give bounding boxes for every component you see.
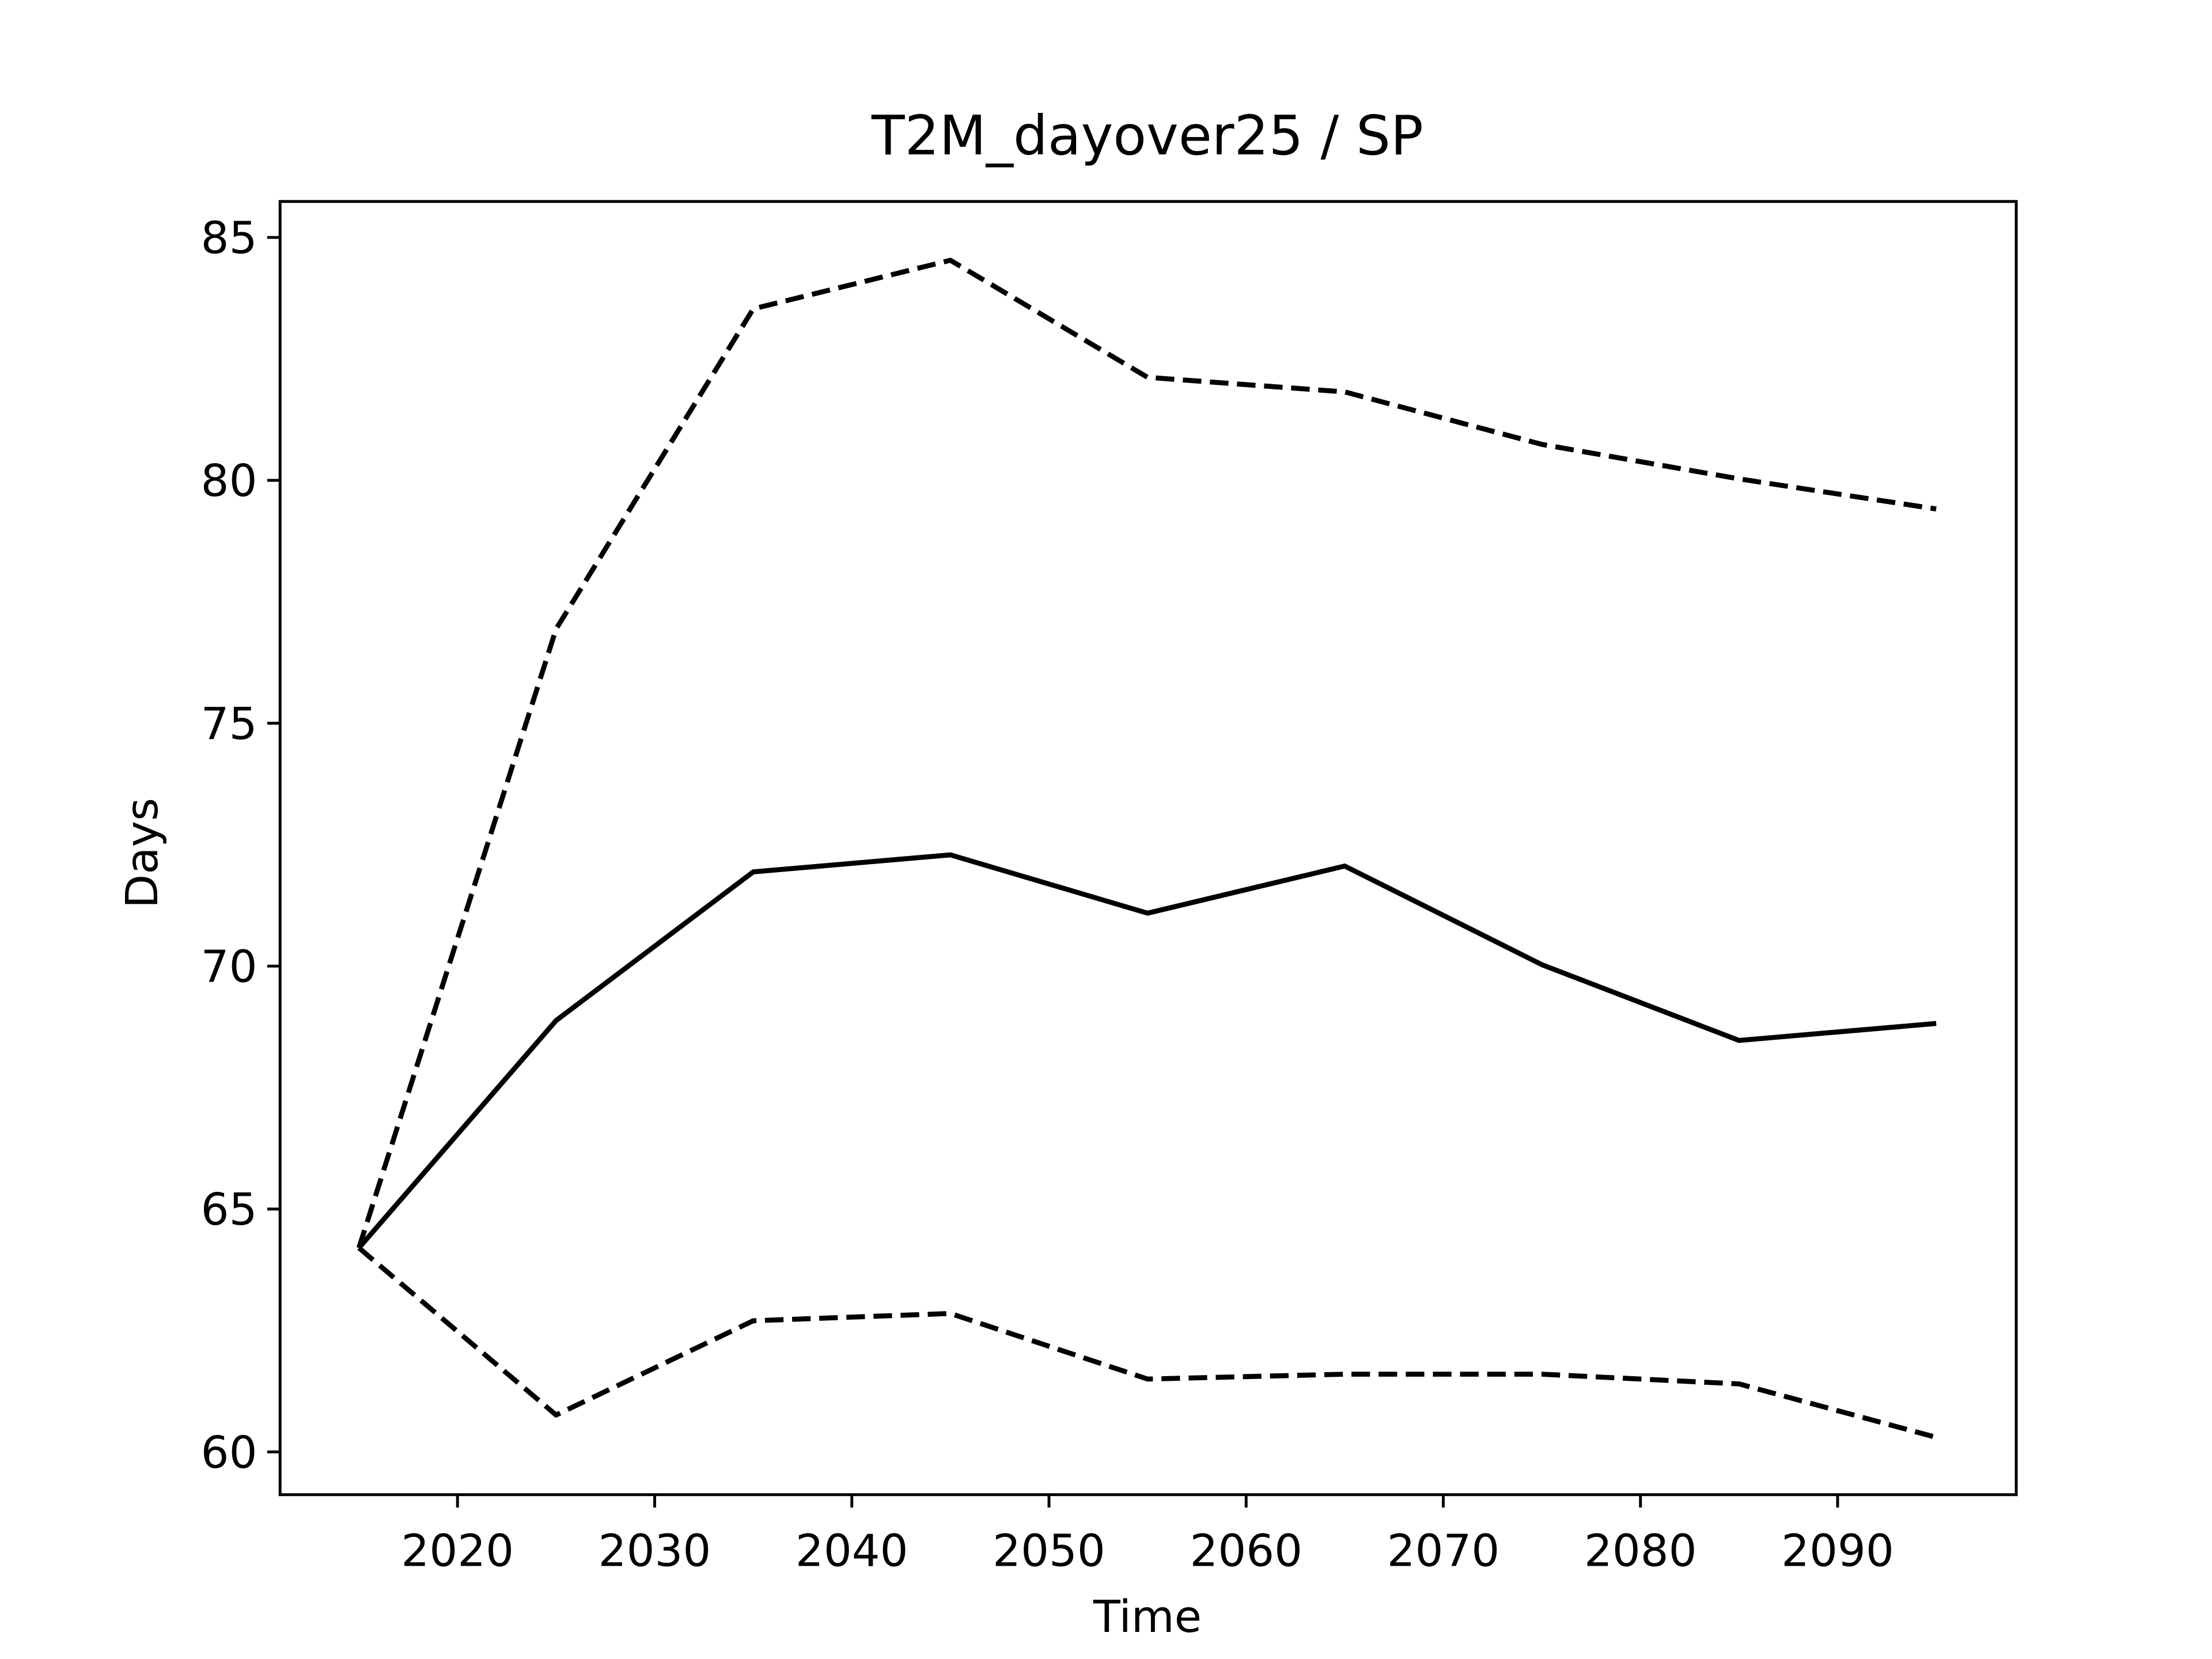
x-tick-label: 2050: [993, 1526, 1105, 1577]
x-tick-label: 2090: [1781, 1526, 1894, 1577]
y-tick-label: 75: [201, 699, 257, 750]
y-tick-label: 70: [201, 941, 257, 993]
x-tick-label: 2080: [1584, 1526, 1697, 1577]
chart-title: T2M_dayover25 / SP: [871, 105, 1423, 168]
y-tick-label: 65: [201, 1184, 257, 1236]
series-line: [356, 257, 1937, 1249]
series-line: [357, 1246, 1937, 1440]
x-tick-label: 2060: [1190, 1526, 1302, 1577]
y-tick-label: 85: [201, 213, 257, 264]
x-tick-label: 2020: [401, 1526, 514, 1577]
axes-frame: [278, 200, 2018, 1497]
x-tick-label: 2070: [1387, 1526, 1500, 1577]
plot-area: 60 65 70 75 80 85 2020 2030 2040 2050 2060 2070 2080…: [201, 213, 1937, 1577]
x-tick-label: 2030: [599, 1526, 711, 1577]
y-tick-label: 60: [201, 1427, 257, 1479]
series-line: [357, 852, 1937, 1250]
x-tick-label: 2040: [796, 1526, 908, 1577]
y-axis-label: Days: [117, 798, 168, 908]
x-axis-label: Time: [1093, 1592, 1202, 1643]
y-tick-label: 80: [201, 456, 257, 507]
